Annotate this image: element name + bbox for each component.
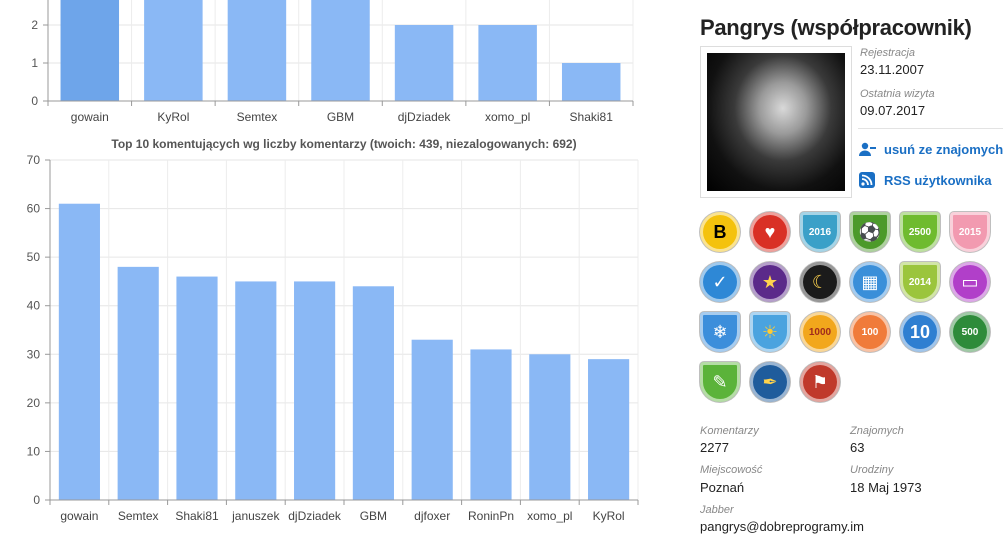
bar-gowain[interactable] bbox=[60, 0, 120, 101]
x-tick-label: gowain bbox=[71, 110, 109, 124]
x-tick-label: djDziadek bbox=[398, 110, 452, 124]
heart-badge[interactable]: ♥ bbox=[750, 212, 790, 252]
y-tick-label: 30 bbox=[27, 347, 41, 361]
chart-title: Top 10 komentujących wg liczby komentarz… bbox=[111, 137, 576, 151]
year-2016-badge[interactable]: 2016 bbox=[800, 212, 840, 252]
comments-100-badge[interactable]: 100 bbox=[850, 312, 890, 352]
stars-badge[interactable]: ★ bbox=[750, 262, 790, 302]
rss-icon bbox=[859, 172, 875, 188]
x-tick-label: xomo_pl bbox=[527, 509, 572, 523]
top-10-commenters-chart: Top 10 komentujących wg liczby komentarz… bbox=[27, 137, 639, 523]
y-tick-label: 50 bbox=[27, 250, 41, 264]
x-tick-label: KyRol bbox=[593, 509, 625, 523]
city-value: Poznań bbox=[700, 480, 745, 495]
rss-link[interactable]: RSS użytkownika bbox=[858, 172, 992, 188]
friends-count-value: 63 bbox=[850, 440, 865, 455]
x-tick-label: djDziadek bbox=[288, 509, 342, 523]
x-tick-label: GBM bbox=[360, 509, 387, 523]
bar-djfoxer[interactable] bbox=[411, 339, 453, 500]
last-visit-label: Ostatnia wizyta bbox=[860, 88, 935, 100]
bar-GBM[interactable] bbox=[352, 286, 394, 500]
birthday-value: 18 Maj 1973 bbox=[850, 480, 922, 495]
bar-RoninPn[interactable] bbox=[470, 349, 512, 500]
bar-KyRol[interactable] bbox=[144, 0, 203, 101]
remove-friend-label: usuń ze znajomych bbox=[884, 141, 1003, 157]
bar-GBM[interactable] bbox=[311, 0, 370, 101]
avatar-photo bbox=[707, 53, 845, 191]
pen-nib-badge[interactable]: ✒ bbox=[750, 362, 790, 402]
x-tick-label: KyRol bbox=[157, 110, 189, 124]
bar-KyRol[interactable] bbox=[588, 359, 630, 500]
x-tick-label: RoninPn bbox=[468, 509, 514, 523]
y-tick-label: 10 bbox=[27, 444, 41, 458]
top-commenters-small-chart: 0 1 2 gowain KyRol Semtex GBM djDziadek xomo_pl S… bbox=[31, 0, 634, 124]
bar-djDziadek[interactable] bbox=[294, 281, 336, 500]
x-tick-label: xomo_pl bbox=[485, 110, 530, 124]
y-tick-label: 60 bbox=[27, 202, 41, 216]
rss-label: RSS użytkownika bbox=[884, 172, 992, 188]
x-tick-label: Semtex bbox=[118, 509, 159, 523]
year-2015-badge[interactable]: 2015 bbox=[950, 212, 990, 252]
remove-friend-link[interactable]: usuń ze znajomych bbox=[858, 141, 1003, 157]
message-badge[interactable]: ▭ bbox=[950, 262, 990, 302]
x-tick-label: gowain bbox=[60, 509, 98, 523]
moon-badge[interactable]: ☾ bbox=[800, 262, 840, 302]
registration-value: 23.11.2007 bbox=[860, 62, 925, 77]
x-tick-label: Shaki81 bbox=[570, 110, 614, 124]
comments-count-value: 2277 bbox=[700, 440, 729, 455]
last-visit-value: 09.07.2017 bbox=[860, 103, 926, 118]
comments-1000-badge[interactable]: 1000 bbox=[800, 312, 840, 352]
letter-b-badge[interactable]: B bbox=[700, 212, 740, 252]
y-tick-label: 0 bbox=[31, 94, 38, 108]
bar-Shaki81[interactable] bbox=[176, 276, 218, 500]
y-tick-label: 1 bbox=[31, 56, 38, 70]
year-2014-badge[interactable]: 2014 bbox=[900, 262, 940, 302]
x-tick-label: djfoxer bbox=[414, 509, 450, 523]
bar-djDziadek[interactable] bbox=[394, 25, 454, 101]
remove-user-icon bbox=[859, 142, 876, 156]
profile-name: Pangrys (współpracownik) bbox=[700, 15, 972, 40]
sun-badge[interactable]: ☀ bbox=[750, 312, 790, 352]
pencil-shield-badge[interactable]: ✎ bbox=[700, 362, 740, 402]
birthday-label: Urodziny bbox=[850, 464, 894, 476]
bar-xomo_pl[interactable] bbox=[529, 354, 571, 500]
network-badge[interactable]: ▦ bbox=[850, 262, 890, 302]
x-tick-label: Semtex bbox=[237, 110, 278, 124]
profile-sidebar: Pangrys (współpracownik) Rejestracja 23.… bbox=[700, 0, 1003, 535]
bar-januszek[interactable] bbox=[235, 281, 277, 500]
friends-count-label: Znajomych bbox=[850, 425, 904, 437]
posts-500-badge[interactable]: 500 bbox=[950, 312, 990, 352]
x-tick-label: januszek bbox=[231, 509, 280, 523]
avatar bbox=[700, 46, 852, 198]
snowflake-badge[interactable]: ❄ bbox=[700, 312, 740, 352]
y-tick-label: 0 bbox=[33, 493, 40, 507]
comments-count-label: Komentarzy bbox=[700, 425, 759, 437]
y-tick-label: 70 bbox=[27, 153, 41, 167]
divider bbox=[858, 128, 1003, 129]
football-badge[interactable]: ⚽ bbox=[850, 212, 890, 252]
y-tick-label: 20 bbox=[27, 396, 41, 410]
y-tick-label: 40 bbox=[27, 299, 41, 313]
comments-10-badge[interactable]: 10 bbox=[900, 312, 940, 352]
x-tick-label: GBM bbox=[327, 110, 354, 124]
bar-Shaki81[interactable] bbox=[561, 63, 621, 101]
city-label: Miejscowość bbox=[700, 464, 763, 476]
registration-label: Rejestracja bbox=[860, 47, 916, 59]
y-tick-label: 2 bbox=[31, 18, 38, 32]
flag-badge[interactable]: ⚑ bbox=[800, 362, 840, 402]
bar-xomo_pl[interactable] bbox=[478, 25, 537, 101]
bar-gowain[interactable] bbox=[58, 203, 100, 500]
jabber-value[interactable]: pangrys@dobreprogramy.im bbox=[700, 519, 864, 534]
check-badge[interactable]: ✓ bbox=[700, 262, 740, 302]
x-tick-label: Shaki81 bbox=[175, 509, 219, 523]
bar-Semtex[interactable] bbox=[117, 266, 159, 500]
bar-Semtex[interactable] bbox=[227, 0, 287, 101]
comments-2500-badge[interactable]: 2500 bbox=[900, 212, 940, 252]
jabber-label: Jabber bbox=[700, 504, 734, 516]
